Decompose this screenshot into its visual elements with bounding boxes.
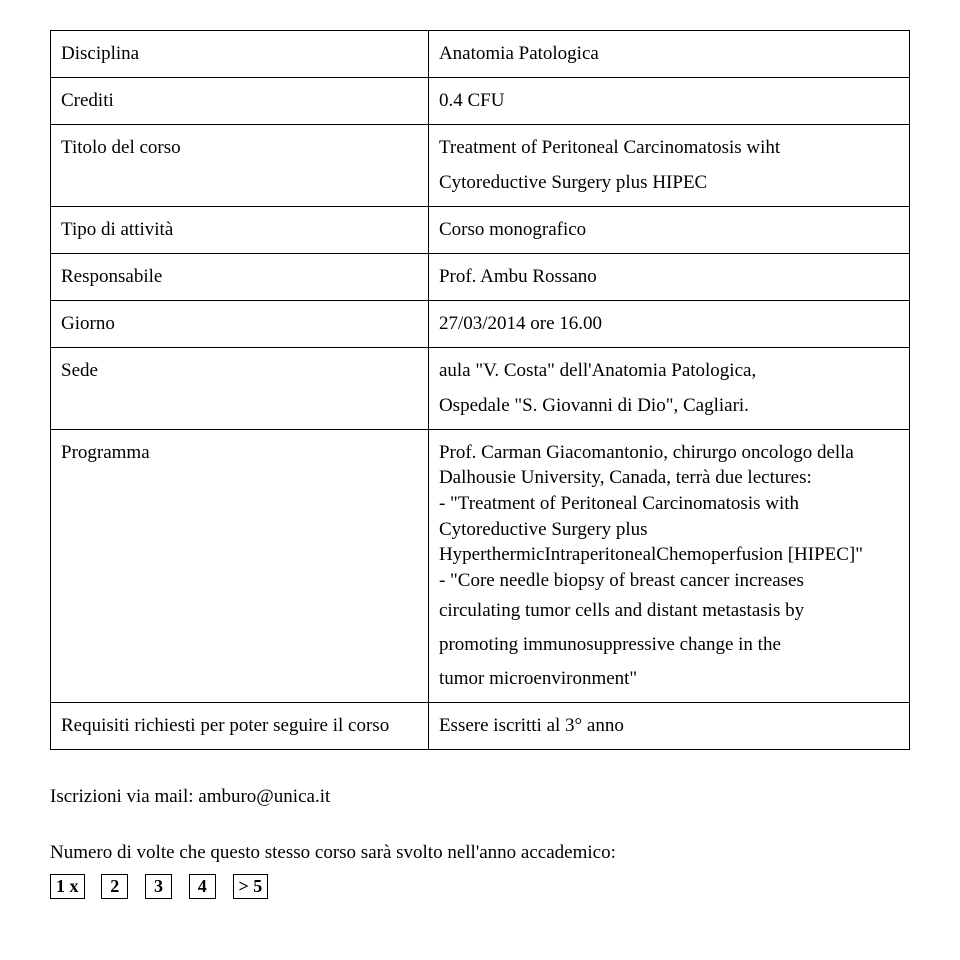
programma-p3: - "Core needle biopsy of breast cancer i…: [439, 570, 804, 591]
value-responsabile: Prof. Ambu Rossano: [428, 253, 909, 300]
label-tipo: Tipo di attività: [51, 206, 429, 253]
count-box-2: 2: [101, 874, 128, 899]
programma-p6: tumor microenvironment": [439, 662, 899, 696]
programma-p2: - "Treatment of Peritoneal Carcinomatosi…: [439, 493, 863, 565]
value-titolo: Treatment of Peritoneal Carcinomatosis w…: [428, 125, 909, 206]
titolo-line2: Cytoreductive Surgery plus HIPEC: [439, 172, 707, 193]
table-row: Requisiti richiesti per poter seguire il…: [51, 703, 910, 750]
count-box-4: 4: [189, 874, 216, 899]
value-giorno: 27/03/2014 ore 16.00: [428, 301, 909, 348]
label-sede: Sede: [51, 348, 429, 429]
table-row: Tipo di attività Corso monografico: [51, 206, 910, 253]
label-titolo: Titolo del corso: [51, 125, 429, 206]
footer: Iscrizioni via mail: amburo@unica.it Num…: [50, 786, 910, 899]
count-box-1: 1 x: [50, 874, 85, 899]
sede-line1: aula "V. Costa" dell'Anatomia Patologica…: [439, 360, 756, 381]
label-requisiti: Requisiti richiesti per poter seguire il…: [51, 703, 429, 750]
count-box-3: 3: [145, 874, 172, 899]
label-giorno: Giorno: [51, 301, 429, 348]
iscrizioni-line: Iscrizioni via mail: amburo@unica.it: [50, 786, 910, 808]
table-row: Sede aula "V. Costa" dell'Anatomia Patol…: [51, 348, 910, 429]
table-row: Titolo del corso Treatment of Peritoneal…: [51, 125, 910, 206]
programma-p1: Prof. Carman Giacomantonio, chirurgo onc…: [439, 442, 854, 489]
count-box-5: > 5: [233, 874, 269, 899]
value-crediti: 0.4 CFU: [428, 78, 909, 125]
value-sede: aula "V. Costa" dell'Anatomia Patologica…: [428, 348, 909, 429]
count-boxes: 1 x 2 3 4 > 5: [50, 874, 910, 899]
table-row: Giorno 27/03/2014 ore 16.00: [51, 301, 910, 348]
table-row: Crediti 0.4 CFU: [51, 78, 910, 125]
numero-line: Numero di volte che questo stesso corso …: [50, 842, 910, 864]
label-disciplina: Disciplina: [51, 31, 429, 78]
value-disciplina: Anatomia Patologica: [428, 31, 909, 78]
value-tipo: Corso monografico: [428, 206, 909, 253]
table-row: Disciplina Anatomia Patologica: [51, 31, 910, 78]
label-programma: Programma: [51, 429, 429, 702]
titolo-line1: Treatment of Peritoneal Carcinomatosis w…: [439, 137, 780, 158]
sede-line2: Ospedale "S. Giovanni di Dio", Cagliari.: [439, 395, 749, 416]
course-info-table: Disciplina Anatomia Patologica Crediti 0…: [50, 30, 910, 750]
value-programma: Prof. Carman Giacomantonio, chirurgo onc…: [428, 429, 909, 702]
table-row: Programma Prof. Carman Giacomantonio, ch…: [51, 429, 910, 702]
label-crediti: Crediti: [51, 78, 429, 125]
programma-p5: promoting immunosuppressive change in th…: [439, 628, 899, 662]
value-requisiti: Essere iscritti al 3° anno: [428, 703, 909, 750]
programma-p4: circulating tumor cells and distant meta…: [439, 594, 899, 628]
label-responsabile: Responsabile: [51, 253, 429, 300]
table-row: Responsabile Prof. Ambu Rossano: [51, 253, 910, 300]
